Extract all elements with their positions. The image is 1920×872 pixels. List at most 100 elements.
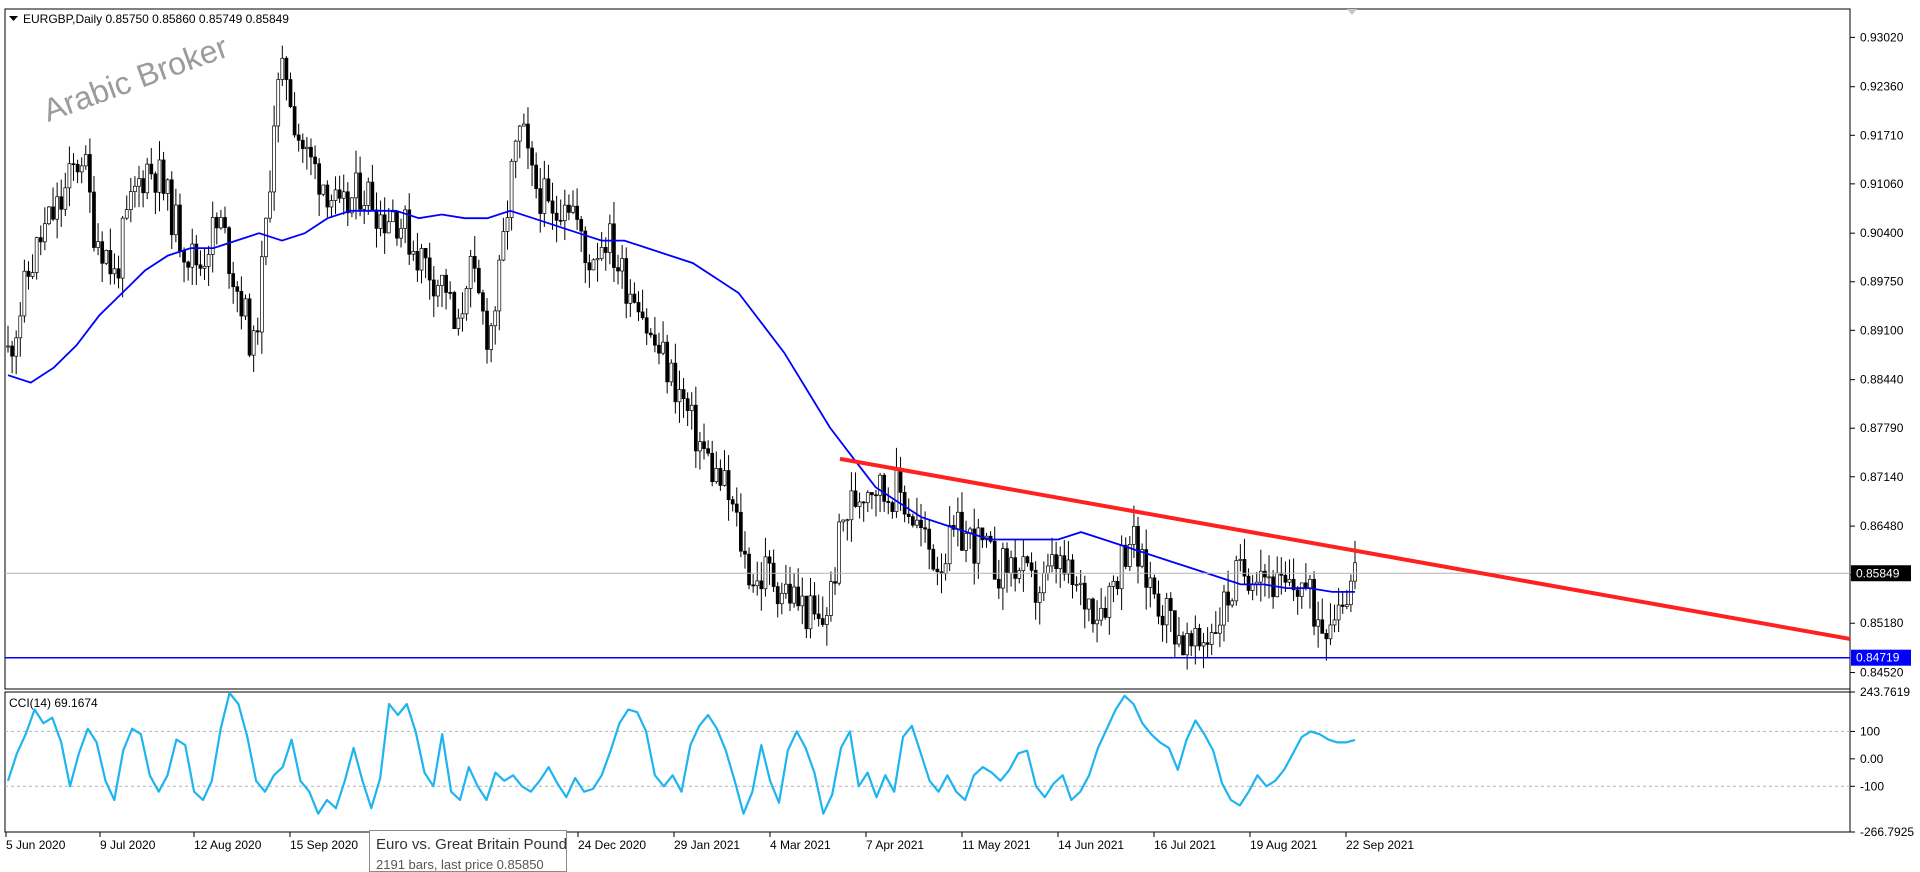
candle-body (644, 317, 649, 334)
tooltip-title: Euro vs. Great Britain Pound (376, 836, 567, 853)
candle-body (882, 474, 887, 502)
x-tick-label: 5 Jun 2020 (6, 838, 66, 852)
y-tick-label: 0.91710 (1860, 128, 1904, 142)
candle-body (259, 256, 264, 333)
candle-body (513, 140, 518, 162)
candle-body (706, 448, 710, 454)
candle-body (1140, 549, 1144, 567)
candle-body (345, 191, 350, 214)
candle-body (943, 563, 948, 574)
candle-body (366, 181, 371, 206)
candle-body (562, 204, 567, 222)
y-tick-label: 0.85180 (1860, 616, 1904, 630)
candle-body (1148, 577, 1153, 588)
candle-body (305, 146, 309, 150)
candle-body (824, 615, 829, 625)
candle-body (653, 334, 657, 346)
candle-body (1201, 642, 1206, 647)
x-tick-label: 24 Dec 2020 (578, 838, 646, 852)
candle-body (481, 292, 485, 312)
x-tick-label: 15 Sep 2020 (290, 838, 358, 852)
candle-body (1213, 632, 1218, 634)
candle-body (431, 279, 436, 297)
candle-body (493, 310, 498, 327)
candle-body (538, 188, 543, 214)
candle-body (6, 345, 10, 348)
y-tick-label: 0.90400 (1860, 226, 1904, 240)
candle-body (18, 315, 23, 339)
symbol-tooltip: Euro vs. Great Britain Pound 2191 bars, … (369, 830, 567, 872)
candle-body (411, 251, 416, 255)
candle-body (599, 247, 604, 259)
candle-body (440, 274, 444, 286)
candle-body (1001, 548, 1005, 589)
candle-body (571, 205, 575, 213)
candle-body (522, 123, 526, 127)
candle-body (1009, 557, 1013, 574)
candle-body (178, 204, 182, 252)
candle-body (1193, 627, 1198, 647)
candle-body (632, 293, 637, 303)
candle-body (1308, 578, 1312, 589)
candle-body (448, 292, 453, 294)
candle-body (1066, 559, 1071, 575)
candle-body (980, 527, 985, 541)
candle-body (321, 184, 326, 195)
cci-tick-label: 243.7619 (1860, 685, 1910, 699)
trendline[interactable] (839, 456, 1851, 641)
candle-body (808, 595, 813, 630)
candle-body (1050, 554, 1054, 567)
candle-body (767, 556, 772, 564)
candle-body (1173, 610, 1177, 645)
candle-body (251, 330, 256, 356)
candle-body (1115, 580, 1120, 590)
dropdown-arrow-icon[interactable] (9, 16, 18, 21)
candle-body (63, 187, 68, 210)
candle-body (391, 211, 395, 223)
candle-body (243, 298, 248, 317)
candle-body (96, 241, 100, 248)
candle-body (378, 214, 383, 229)
candle-body (1324, 633, 1329, 640)
candle-body (1177, 635, 1181, 645)
collapse-triangle-icon[interactable] (1347, 9, 1357, 15)
x-tick-label: 4 Mar 2021 (770, 838, 831, 852)
candle-body (1189, 633, 1194, 647)
candle-body (22, 270, 27, 317)
candle-body (153, 173, 158, 193)
candle-body (861, 501, 866, 504)
candle-body (919, 519, 923, 529)
candle-body (1185, 633, 1189, 656)
candle-body (362, 205, 367, 210)
tooltip-subtitle: 2191 bars, last price 0.85850 (376, 857, 544, 872)
candle-body (1320, 619, 1325, 634)
candle-body (800, 595, 805, 607)
candle-body (845, 519, 850, 522)
candle-body (239, 291, 244, 317)
candle-body (313, 156, 317, 165)
candle-body (309, 146, 313, 158)
candle-body (628, 293, 633, 304)
y-tick-label: 0.87790 (1860, 421, 1904, 435)
candle-body (133, 185, 137, 193)
candle-body (198, 264, 203, 269)
candle-body (1218, 624, 1222, 634)
candle-body (1230, 600, 1235, 606)
candle-body (1005, 548, 1009, 574)
candle-body (648, 332, 653, 336)
candle-body (1132, 525, 1136, 545)
candle-body (1041, 572, 1046, 594)
y-tick-label: 0.91060 (1860, 177, 1904, 191)
candle-body (444, 274, 448, 293)
candle-body (382, 214, 387, 234)
candle-body (550, 200, 555, 214)
candle-body (636, 302, 641, 313)
candle-body (669, 362, 674, 383)
candle-body (1062, 555, 1067, 575)
x-tick-label: 22 Sep 2021 (1346, 838, 1414, 852)
candle-body (255, 330, 260, 333)
candle-body (784, 583, 788, 594)
candle-body (792, 586, 796, 604)
candle-body (775, 586, 780, 605)
